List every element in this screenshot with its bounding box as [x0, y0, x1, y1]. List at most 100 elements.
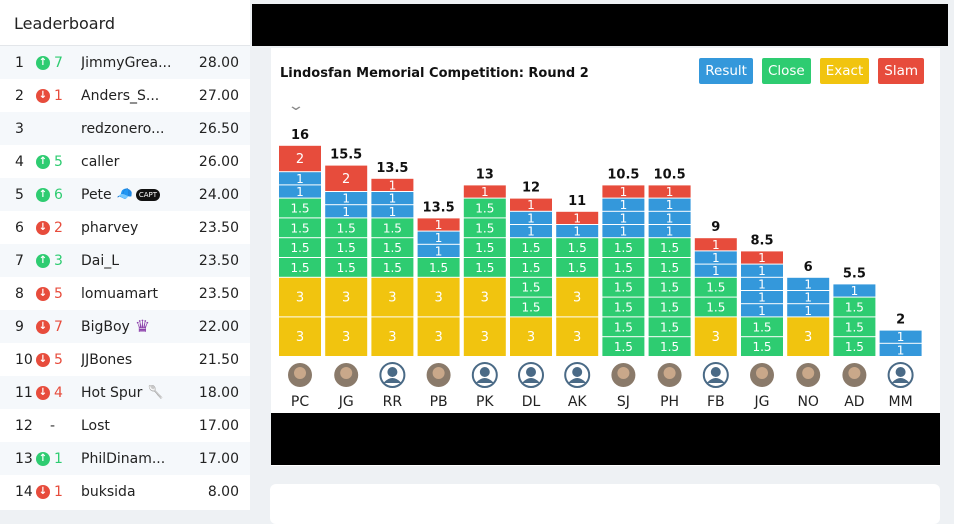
bar-segment-close[interactable] [602, 317, 645, 337]
bar-segment-close[interactable] [602, 258, 645, 277]
player-avatar[interactable] [750, 363, 774, 387]
player-name[interactable]: Lost [81, 417, 110, 434]
bar-segment-close[interactable] [325, 218, 368, 238]
bar-segment-slam[interactable] [463, 185, 506, 198]
bar-segment-result[interactable] [417, 244, 460, 257]
bar-segment-close[interactable] [463, 258, 506, 277]
bar-segment-close[interactable] [417, 258, 460, 277]
bar-segment-result[interactable] [602, 225, 645, 238]
leaderboard-row[interactable]: 1 ↑ 7 JimmyGrea... 28.00 [0, 46, 250, 79]
bar-segment-result[interactable] [787, 277, 830, 290]
player-name[interactable]: Anders_S... [81, 87, 160, 104]
bar-segment-close[interactable] [602, 337, 645, 356]
bar-segment-result[interactable] [510, 211, 552, 224]
leaderboard-row[interactable]: 3 redzonero... 26.50 [0, 112, 250, 145]
bar-segment-close[interactable] [648, 238, 691, 257]
bar-segment-exact[interactable] [417, 277, 460, 317]
bar-segment-exact[interactable] [787, 317, 830, 356]
bar-segment-close[interactable] [694, 277, 737, 297]
bar-segment-close[interactable] [510, 297, 552, 317]
bar-segment-close[interactable] [694, 297, 737, 317]
leaderboard-row[interactable]: 8 ↓ 5 lomuamart 23.50 [0, 277, 250, 310]
bar-segment-close[interactable] [325, 258, 368, 277]
bar-segment-slam[interactable] [417, 218, 460, 231]
bar-segment-close[interactable] [510, 238, 552, 257]
bar-segment-exact[interactable] [556, 317, 599, 356]
bar-segment-result[interactable] [371, 192, 414, 205]
leaderboard-row[interactable]: 6 ↓ 2 pharvey 23.50 [0, 211, 250, 244]
bar-segment-slam[interactable] [602, 185, 645, 198]
bar-segment-result[interactable] [371, 205, 414, 218]
bar-segment-close[interactable] [556, 258, 599, 277]
player-avatar[interactable] [379, 362, 406, 388]
player-avatar[interactable] [657, 363, 682, 387]
player-avatar[interactable] [887, 362, 914, 388]
bar-segment-result[interactable] [648, 211, 691, 224]
result-button[interactable]: Result [699, 58, 753, 84]
bar-segment-close[interactable] [741, 317, 783, 337]
bar-segment-close[interactable] [463, 218, 506, 238]
player-name[interactable]: buksida [81, 483, 136, 500]
bar-segment-slam[interactable] [694, 238, 737, 251]
bar-segment-close[interactable] [371, 258, 414, 277]
player-avatar[interactable] [426, 363, 451, 387]
player-name[interactable]: Pete 🧢 CAPT [81, 187, 190, 203]
player-name[interactable]: redzonero... [81, 120, 165, 137]
bar-segment-close[interactable] [648, 258, 691, 277]
bar-segment-result[interactable] [787, 291, 830, 304]
bar-segment-slam[interactable] [325, 165, 368, 191]
bar-segment-result[interactable] [279, 185, 321, 198]
bar-segment-result[interactable] [417, 231, 460, 244]
bar-segment-result[interactable] [602, 211, 645, 224]
bar-segment-close[interactable] [371, 218, 414, 238]
bar-segment-result[interactable] [833, 284, 876, 297]
bar-segment-slam[interactable] [556, 211, 599, 224]
bar-segment-result[interactable] [741, 304, 783, 317]
bar-segment-close[interactable] [510, 258, 552, 277]
bar-segment-close[interactable] [371, 238, 414, 257]
bar-segment-exact[interactable] [556, 277, 599, 317]
bar-segment-result[interactable] [694, 251, 737, 264]
bar-segment-exact[interactable] [694, 317, 737, 356]
player-avatar[interactable] [518, 362, 544, 388]
player-avatar[interactable] [471, 362, 498, 388]
bar-segment-close[interactable] [279, 238, 321, 257]
player-name[interactable]: Hot Spur 🥄 [81, 384, 164, 401]
leaderboard-row[interactable]: 5 ↑ 6 Pete 🧢 CAPT 24.00 [0, 178, 250, 211]
exact-button[interactable]: Exact [819, 58, 870, 84]
leaderboard-row[interactable]: 2 ↓ 1 Anders_S... 27.00 [0, 79, 250, 112]
player-avatar[interactable] [564, 362, 591, 388]
bar-segment-close[interactable] [648, 337, 691, 356]
bar-segment-close[interactable] [648, 317, 691, 337]
leaderboard-row[interactable]: 13 ↑ 1 PhilDinam... 17.00 [0, 442, 250, 475]
player-name[interactable]: pharvey [81, 219, 139, 236]
bar-segment-slam[interactable] [371, 178, 414, 191]
player-avatar[interactable] [702, 362, 729, 388]
bar-segment-close[interactable] [463, 238, 506, 257]
bar-segment-slam[interactable] [648, 185, 691, 198]
bar-segment-result[interactable] [602, 198, 645, 211]
bar-segment-close[interactable] [833, 337, 876, 356]
leaderboard-row[interactable]: 9 ↓ 7 BigBoy ♛ 22.00 [0, 310, 250, 343]
player-avatar[interactable] [611, 363, 636, 387]
bar-segment-slam[interactable] [279, 145, 321, 172]
bar-segment-result[interactable] [879, 330, 922, 343]
bar-segment-result[interactable] [741, 277, 783, 290]
bar-segment-close[interactable] [556, 238, 599, 257]
player-name[interactable]: caller [81, 153, 120, 170]
player-avatar[interactable] [842, 363, 867, 387]
bar-segment-exact[interactable] [417, 317, 460, 356]
bar-segment-result[interactable] [741, 291, 783, 304]
bar-segment-close[interactable] [833, 297, 876, 317]
bar-segment-result[interactable] [694, 264, 737, 277]
bar-segment-close[interactable] [602, 297, 645, 317]
bar-segment-close[interactable] [648, 277, 691, 297]
leaderboard-row[interactable]: 14 ↓ 1 buksida 8.00 [0, 475, 250, 508]
bar-segment-close[interactable] [279, 198, 321, 218]
player-name[interactable]: lomuamart [81, 285, 159, 302]
leaderboard-row[interactable]: 10 ↓ 5 JJBones 21.50 [0, 343, 250, 376]
bar-segment-exact[interactable] [510, 317, 552, 356]
bar-segment-close[interactable] [602, 238, 645, 257]
player-name[interactable]: JJBones [81, 351, 133, 368]
bar-segment-exact[interactable] [371, 317, 414, 356]
